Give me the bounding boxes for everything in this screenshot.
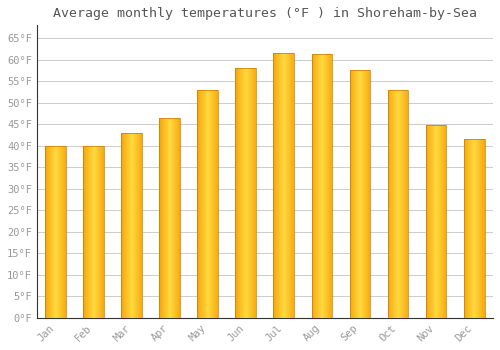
Bar [46,146,66,318]
Bar [84,146,104,318]
Bar [388,90,408,318]
Bar [274,53,294,318]
Bar [312,54,332,318]
Bar [122,133,142,318]
Bar [350,70,370,318]
Bar [426,125,446,318]
Bar [198,90,218,318]
Bar [160,118,180,318]
Bar [464,139,484,318]
Bar [236,68,256,318]
Title: Average monthly temperatures (°F ) in Shoreham-by-Sea: Average monthly temperatures (°F ) in Sh… [53,7,477,20]
